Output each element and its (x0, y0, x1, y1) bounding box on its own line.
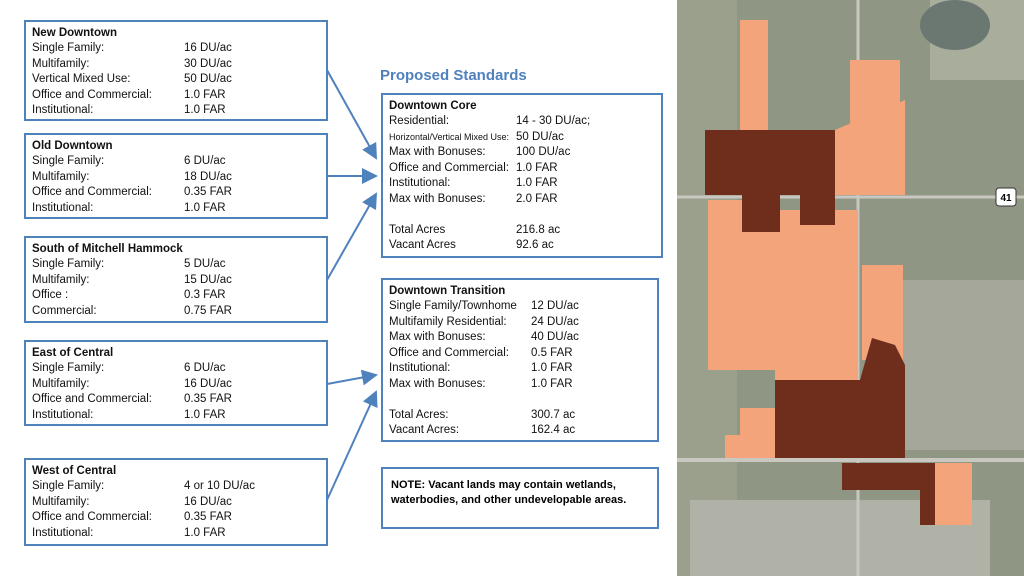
row-value: 18 DU/ac (184, 170, 232, 183)
arrows (326, 69, 378, 501)
row-value: 50 DU/ac (184, 73, 232, 85)
row-label: Residential: (389, 115, 450, 127)
row-value: 1.0 FAR (184, 526, 226, 539)
row-value: 1.0 FAR (516, 177, 558, 189)
row-label: Institutional: (389, 177, 451, 189)
row-label: Office : (32, 289, 69, 301)
row-value: 5 DU/ac (184, 258, 226, 270)
row-label: Single Family: (32, 42, 105, 54)
row-value: 0.35 FAR (184, 511, 232, 523)
box-title: Downtown Transition (389, 285, 506, 297)
row-label: Single Family/Townhome (389, 300, 517, 312)
row-label: Vertical Mixed Use: (32, 73, 131, 85)
row-value: 1.0 FAR (184, 201, 226, 214)
row-value: 24 DU/ac (531, 315, 579, 328)
row-value: 0.3 FAR (184, 289, 226, 301)
row-value: 16 DU/ac (184, 42, 232, 54)
row-value: 0.35 FAR (184, 186, 232, 198)
box-title: Old Downtown (32, 140, 113, 152)
row-value: 0.5 FAR (531, 346, 573, 359)
row-label: Office and Commercial: (389, 346, 509, 359)
route-sign: 41 (1000, 193, 1012, 204)
row-label: Horizontal/Vertical Mixed Use: (389, 131, 510, 142)
row-value: 16 DU/ac (184, 377, 232, 390)
heading: Proposed Standards (380, 67, 527, 84)
row-value: 50 DU/ac (516, 130, 564, 143)
row-label: Single Family: (32, 155, 105, 167)
row-value: 1.0 FAR (184, 104, 226, 116)
row-value: 15 DU/ac (184, 273, 232, 286)
row-label: Multifamily: (32, 57, 90, 70)
total-label: Total Acres (389, 223, 446, 236)
total-value: 162.4 ac (531, 424, 576, 436)
total-label: Vacant Acres: (389, 424, 460, 436)
row-label: Office and Commercial: (32, 186, 152, 198)
row-value: 1.0 FAR (531, 377, 573, 390)
row-value: 0.75 FAR (184, 304, 232, 317)
row-value: 2.0 FAR (516, 192, 558, 205)
row-label: Max with Bonuses: (389, 331, 486, 343)
row-value: 4 or 10 DU/ac (184, 480, 255, 492)
standards-box: West of Central Single Family: 4 or 10 DU/… (24, 458, 328, 546)
standards-box: South of Mitchell Hammock Single Family: 5… (24, 236, 328, 323)
box-title: Downtown Core (389, 100, 477, 112)
row-value: 1.0 FAR (531, 362, 573, 374)
row-label: Single Family: (32, 480, 105, 492)
row-value: 0.35 FAR (184, 393, 232, 405)
row-label: Multifamily: (32, 495, 90, 508)
standards-box: Old Downtown Single Family: 6 DU/ac Multifa… (24, 133, 328, 219)
total-label: Vacant Acres (389, 239, 456, 251)
row-label: Institutional: (32, 201, 94, 214)
standards-box: Downtown Core Residential: 14 - 30 DU/ac; H… (381, 93, 663, 258)
row-value: 40 DU/ac (531, 331, 579, 343)
box-title: New Downtown (32, 27, 117, 39)
row-value: 6 DU/ac (184, 155, 226, 167)
row-label: Multifamily: (32, 377, 90, 390)
row-value: 30 DU/ac (184, 57, 232, 70)
row-label: Multifamily: (32, 170, 90, 183)
box-title: South of Mitchell Hammock (32, 243, 183, 255)
total-value: 300.7 ac (531, 408, 576, 421)
row-value: 100 DU/ac (516, 146, 571, 158)
row-label: Office and Commercial: (32, 88, 152, 101)
map: 41 (677, 0, 1024, 576)
row-label: Office and Commercial: (389, 161, 509, 174)
row-label: Institutional: (32, 408, 94, 421)
row-label: Max with Bonuses: (389, 192, 486, 205)
row-label: Institutional: (32, 104, 94, 116)
row-label: Commercial: (32, 304, 97, 317)
row-value: 12 DU/ac (531, 300, 579, 312)
standards-box: Downtown Transition Single Family/Townhom… (381, 278, 659, 442)
note: NOTE: Vacant lands may contain wetlands,… (381, 467, 659, 529)
row-label: Max with Bonuses: (389, 146, 486, 158)
row-label: Multifamily Residential: (389, 315, 507, 328)
row-value: 1.0 FAR (184, 408, 226, 421)
row-label: Single Family: (32, 362, 105, 374)
row-value: 1.0 FAR (516, 161, 558, 174)
row-label: Institutional: (32, 526, 94, 539)
row-label: Office and Commercial: (32, 511, 152, 523)
total-value: 92.6 ac (516, 239, 554, 251)
total-value: 216.8 ac (516, 223, 561, 236)
box-title: West of Central (32, 465, 117, 477)
row-label: Single Family: (32, 258, 105, 270)
total-label: Total Acres: (389, 408, 449, 421)
row-value: 1.0 FAR (184, 88, 226, 101)
standards-box: New Downtown Single Family: 16 DU/ac Multif… (24, 20, 328, 121)
row-label: Office and Commercial: (32, 393, 152, 405)
row-value: 14 - 30 DU/ac; (516, 115, 591, 127)
row-label: Max with Bonuses: (389, 377, 486, 390)
row-label: Institutional: (389, 362, 451, 374)
row-value: 16 DU/ac (184, 495, 232, 508)
row-label: Multifamily: (32, 273, 90, 286)
standards-box: East of Central Single Family: 6 DU/ac Mult… (24, 340, 328, 426)
box-title: East of Central (32, 347, 114, 359)
row-value: 6 DU/ac (184, 362, 226, 374)
